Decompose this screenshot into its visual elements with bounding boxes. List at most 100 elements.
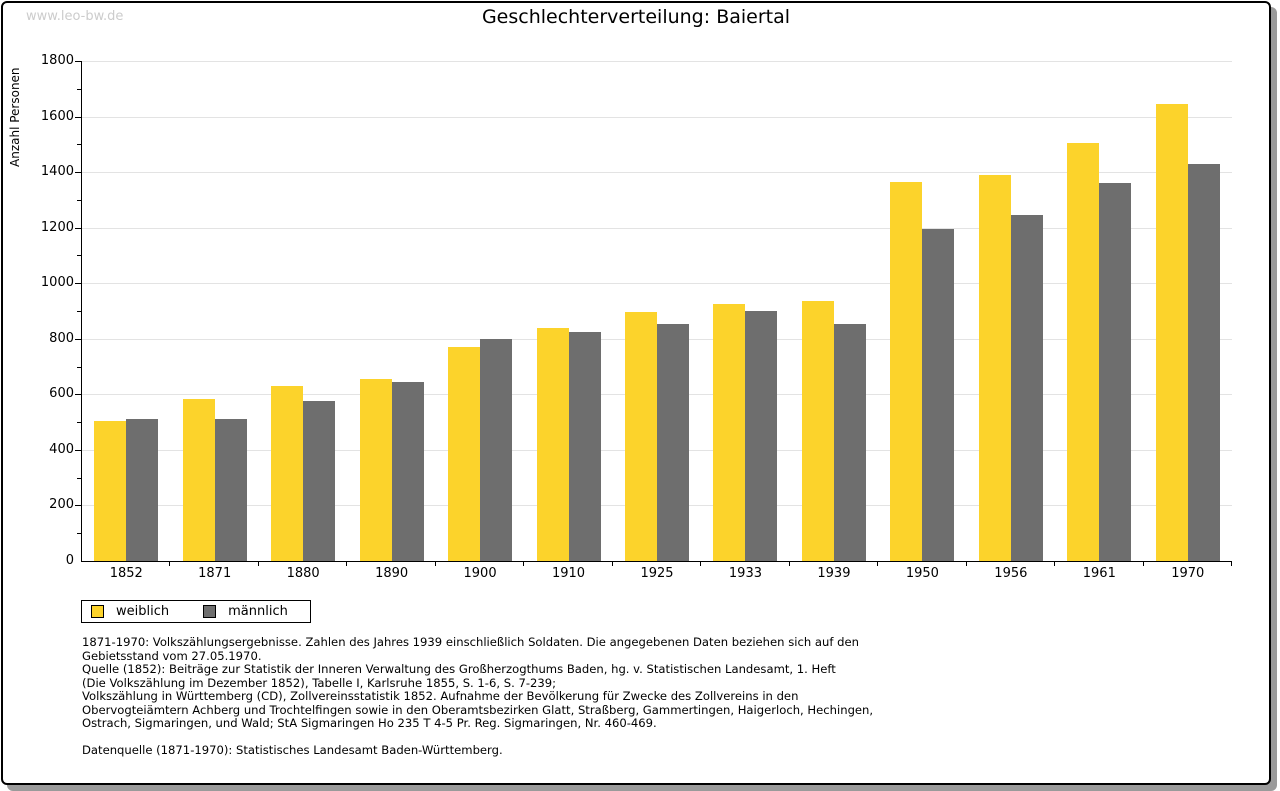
- x-tick-4: [434, 562, 436, 566]
- footnote-line-5: Volkszählung in Württemberg (CD), Zollve…: [82, 689, 799, 703]
- x-tick-13: [1231, 562, 1232, 566]
- bar-männlich-1852: [126, 418, 159, 561]
- legend-swatch-männlich: [203, 605, 217, 618]
- y-tick-1600: [75, 116, 81, 118]
- x-tick-7: [700, 562, 702, 566]
- bar-weiblich-1970: [1155, 104, 1188, 561]
- datasource-line: Datenquelle (1871-1970): Statistisches L…: [82, 743, 503, 757]
- bar-weiblich-1890: [359, 379, 392, 561]
- gridline-1600: [82, 116, 1232, 118]
- footnote-line-2: Gebietsstand vom 27.05.1970.: [82, 648, 262, 663]
- footnote-line-7: Ostrach, Sigmaringen, und Wald; StA Sigm…: [82, 716, 657, 730]
- gridline-1200: [82, 227, 1232, 229]
- y-tick-1800: [75, 61, 81, 62]
- bar-männlich-1956: [1010, 215, 1043, 561]
- bar-weiblich-1880: [271, 386, 304, 561]
- bar-männlich-1900: [480, 338, 513, 561]
- bar-weiblich-1950: [890, 181, 923, 561]
- legend-item-weiblich: weiblich: [91, 604, 169, 619]
- footnote-line-3: Quelle (1852): Beiträge zur Statistik de…: [82, 662, 836, 676]
- bar-weiblich-1871: [182, 398, 215, 561]
- y-tick-label-0: 0: [65, 553, 74, 568]
- gridline-1400: [82, 172, 1232, 174]
- bar-weiblich-1900: [448, 347, 481, 561]
- bar-männlich-1939: [833, 323, 866, 561]
- x-tick-5: [523, 562, 525, 566]
- bar-weiblich-1852: [94, 420, 127, 561]
- x-label-1871: 1871: [198, 566, 232, 581]
- x-tick-3: [346, 562, 348, 566]
- legend: weiblich männlich: [81, 600, 311, 623]
- legend-label-männlich: männlich: [228, 604, 288, 619]
- footnote-line-6: Obervogteiämtern Achberg und Trochtelfin…: [82, 702, 874, 717]
- x-tick-9: [877, 562, 879, 566]
- x-tick-8: [788, 562, 790, 566]
- x-label-1939: 1939: [817, 566, 851, 581]
- bar-männlich-1970: [1187, 163, 1220, 561]
- bar-männlich-1910: [568, 331, 601, 561]
- x-label-1900: 1900: [463, 566, 497, 581]
- legend-swatch-weiblich: [91, 605, 104, 618]
- x-label-1910: 1910: [551, 566, 586, 581]
- gridline-1800: [82, 61, 1232, 62]
- legend-item-männlich: männlich: [203, 604, 288, 619]
- x-label-1925: 1925: [640, 566, 674, 581]
- y-tick-900: [77, 311, 81, 312]
- footnote-line-4: (Die Volkszählung im Dezember 1852), Tab…: [82, 675, 557, 690]
- y-tick-300: [77, 477, 81, 479]
- y-tick-label-1000: 1000: [40, 275, 74, 291]
- bar-männlich-1880: [303, 401, 336, 561]
- bar-männlich-1933: [745, 311, 778, 561]
- y-tick-800: [75, 338, 81, 340]
- bar-weiblich-1910: [536, 327, 569, 561]
- chart-title: Geschlechterverteilung: Baiertal: [481, 6, 791, 28]
- y-tick-500: [77, 422, 81, 424]
- x-label-1890: 1890: [375, 566, 409, 581]
- bar-weiblich-1933: [713, 304, 746, 561]
- y-tick-1100: [77, 255, 81, 257]
- x-label-1880: 1880: [286, 566, 320, 581]
- y-tick-600: [75, 394, 81, 396]
- y-tick-label-1200: 1200: [40, 219, 74, 235]
- footnotes: 1871-1970: Volkszählungsergebnisse. Zahl…: [82, 635, 874, 731]
- y-tick-400: [75, 449, 81, 451]
- x-tick-10: [965, 562, 967, 566]
- x-tick-12: [1142, 562, 1144, 566]
- y-tick-1700: [77, 88, 81, 90]
- x-tick-11: [1054, 562, 1056, 566]
- y-tick-1400: [75, 172, 81, 174]
- bar-männlich-1961: [1099, 183, 1132, 561]
- y-axis-label: Anzahl Personen: [8, 67, 22, 167]
- y-tick-200: [75, 505, 81, 507]
- bar-weiblich-1956: [978, 174, 1011, 561]
- y-tick-1500: [77, 144, 81, 146]
- bar-männlich-1925: [657, 323, 689, 561]
- bar-weiblich-1925: [625, 312, 657, 561]
- bar-männlich-1871: [214, 419, 247, 561]
- footnote-line-1: 1871-1970: Volkszählungsergebnisse. Zahl…: [82, 635, 859, 649]
- y-tick-100: [77, 533, 81, 535]
- y-tick-700: [77, 366, 81, 368]
- y-tick-label-1600: 1600: [40, 108, 74, 124]
- x-tick-1: [169, 562, 171, 566]
- y-tick-label-1800: 1800: [40, 53, 74, 68]
- y-tick-1300: [77, 199, 81, 201]
- watermark: www.leo-bw.de: [26, 9, 124, 24]
- bar-weiblich-1961: [1067, 142, 1100, 561]
- y-tick-label-1400: 1400: [40, 164, 74, 180]
- y-tick-1200: [75, 227, 81, 229]
- y-tick-1000: [75, 283, 81, 285]
- x-label-1933: 1933: [728, 566, 762, 581]
- gridline-1000: [82, 283, 1232, 285]
- y-tick-label-200: 200: [49, 497, 74, 513]
- x-label-1970: 1970: [1171, 566, 1205, 581]
- x-tick-6: [611, 562, 613, 566]
- x-label-1956: 1956: [994, 566, 1028, 581]
- x-tick-2: [257, 562, 259, 566]
- plot-area: 0 200 400 600 800 1000 1200 1400 1600 1800 1852 187…: [41, 54, 1232, 581]
- legend-label-weiblich: weiblich: [116, 604, 170, 619]
- bar-weiblich-1939: [801, 301, 834, 561]
- y-tick-label-600: 600: [49, 386, 74, 402]
- y-tick-label-400: 400: [49, 441, 74, 457]
